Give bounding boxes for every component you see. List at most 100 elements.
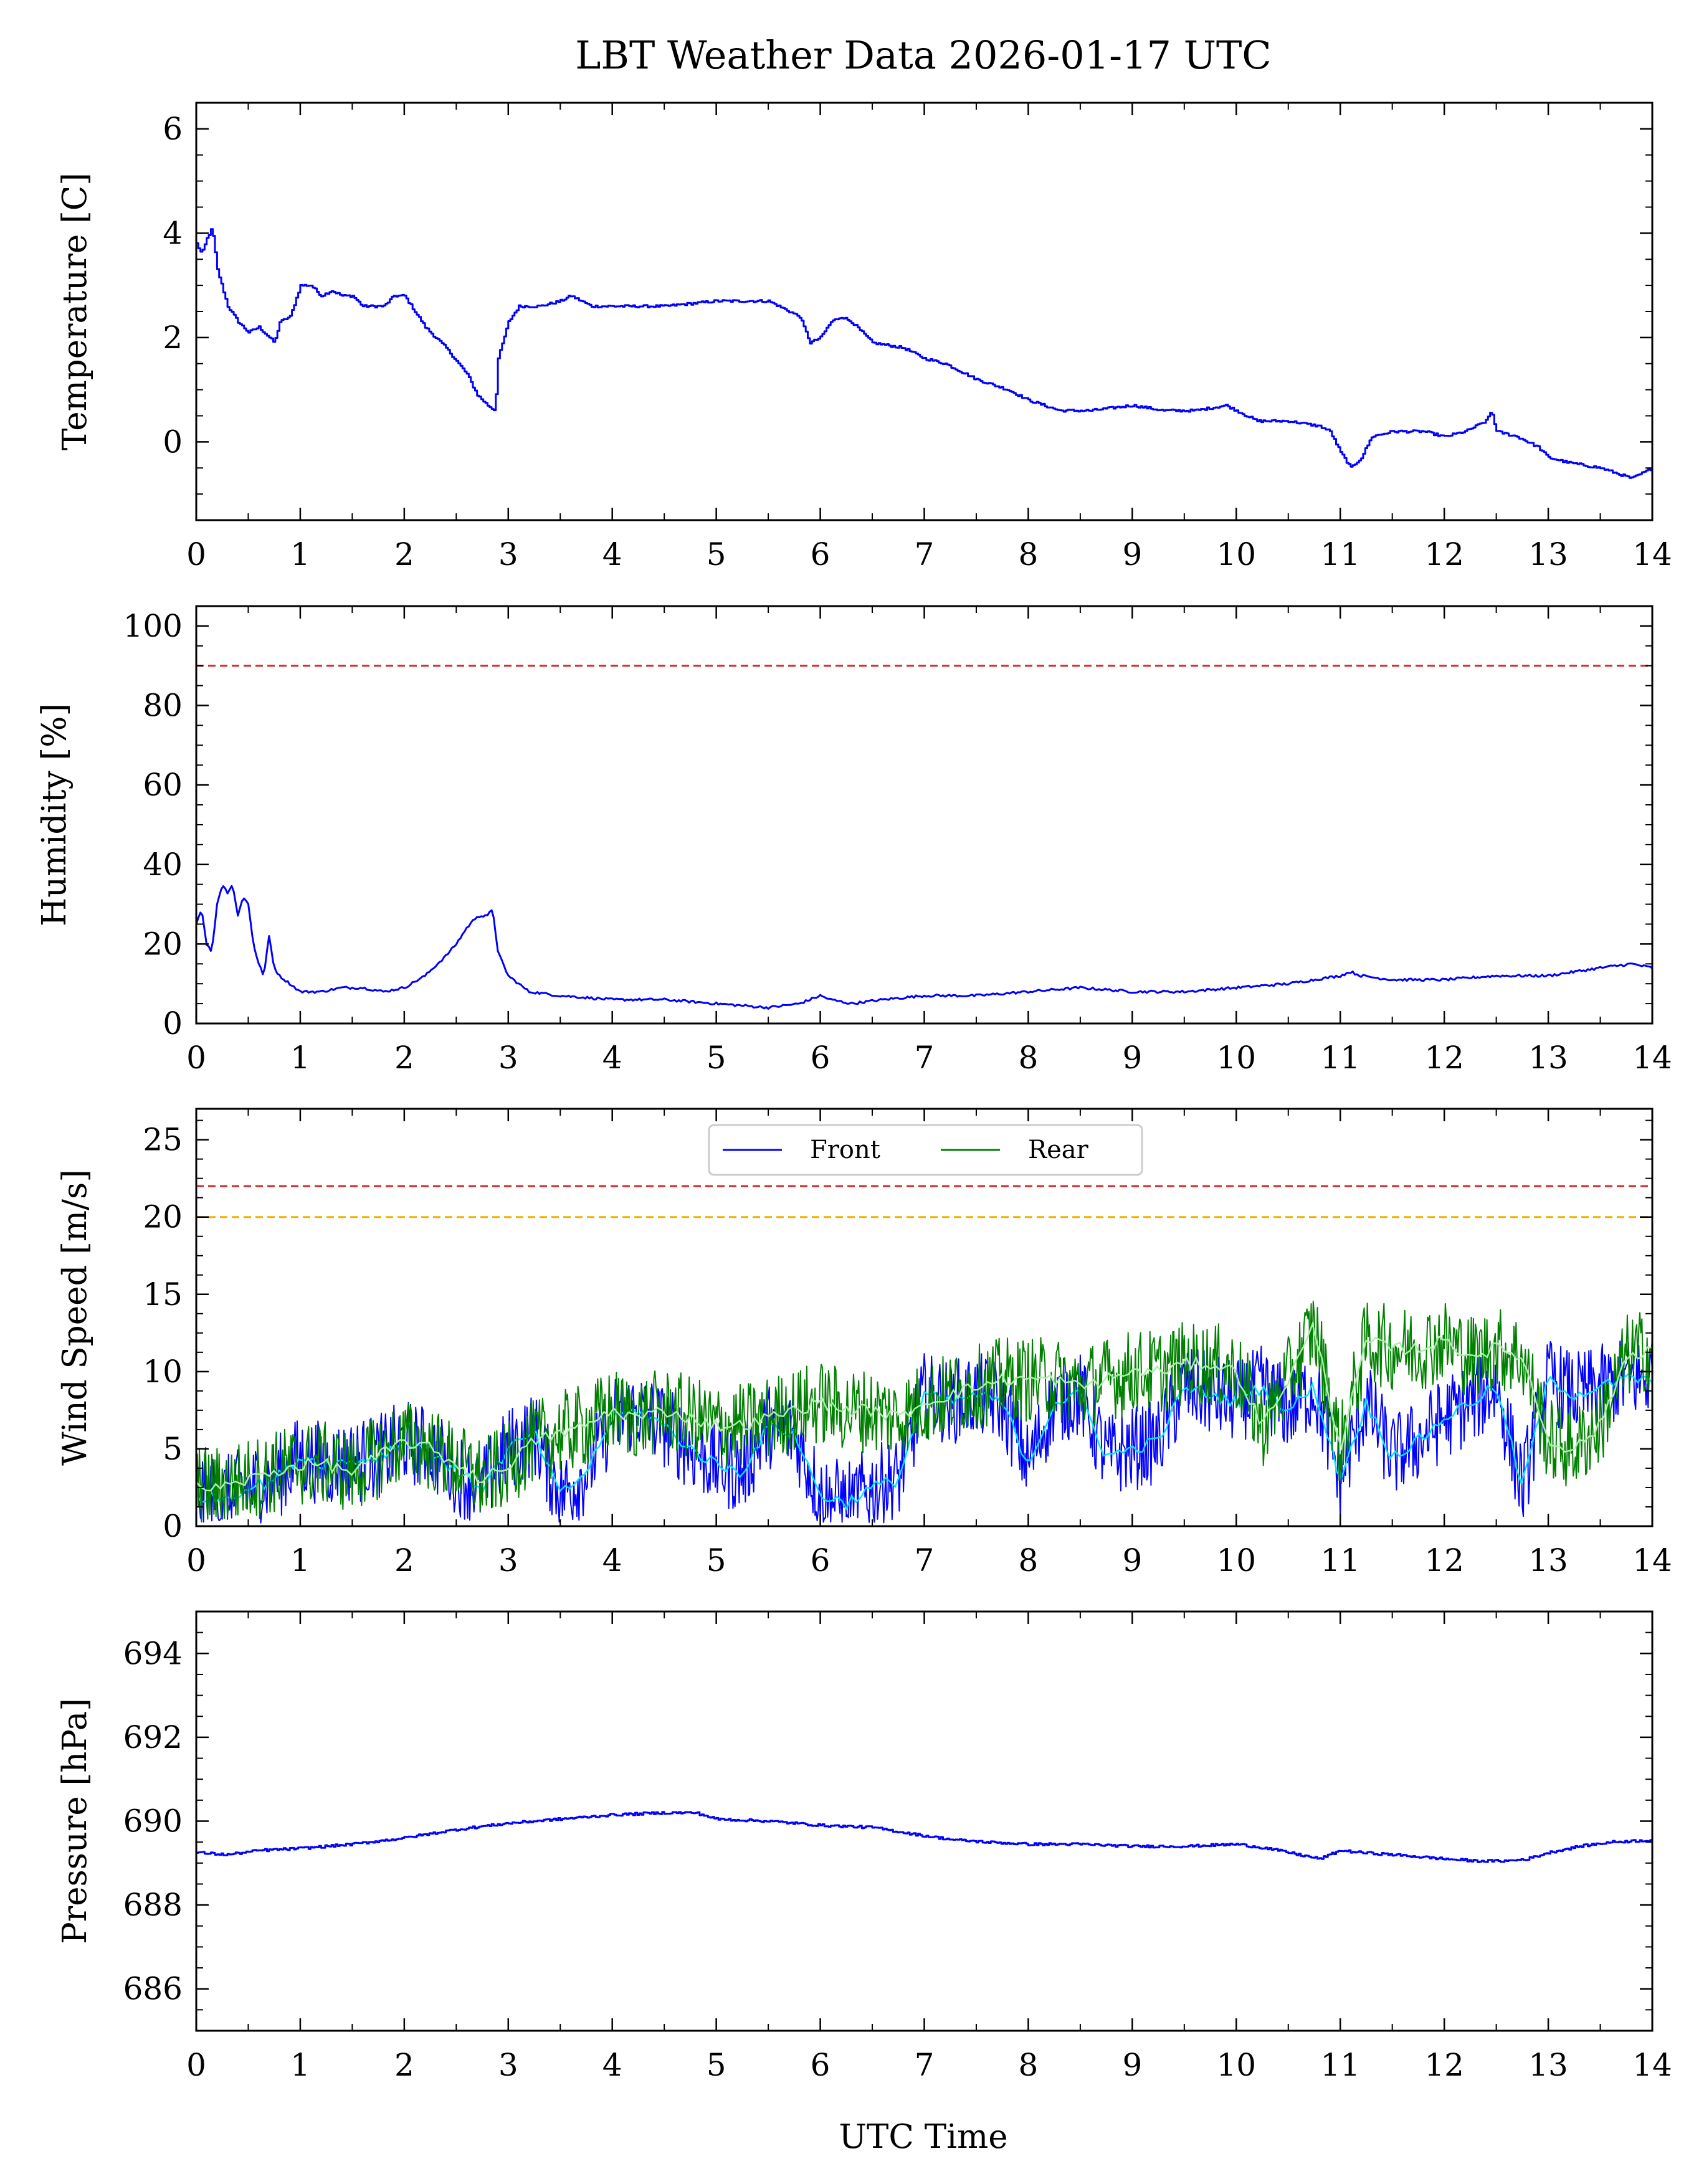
- wind-legend-label-front: Front: [810, 1136, 880, 1164]
- pressure-y-tick-label: 692: [123, 1719, 183, 1755]
- temperature-y-tick-label: 6: [163, 111, 183, 147]
- pressure-y-axis-label: Pressure [hPa]: [56, 1698, 94, 1944]
- wind-series-rear-line: [196, 1301, 1653, 1522]
- humidity-series-humidity-line: [195, 885, 1653, 1010]
- temperature-x-tick-label: 4: [602, 536, 622, 572]
- temperature-y-axis-label: Temperature [C]: [56, 173, 94, 450]
- pressure-x-axis: 0 1 2 3 4 5 6 7 8 9 10 11 12 13 14: [186, 1612, 1672, 2083]
- pressure-x-tick-label: 5: [707, 2047, 726, 2083]
- temperature-x-tick-label: 9: [1122, 536, 1142, 572]
- wind-x-tick-label: 11: [1320, 1542, 1360, 1579]
- humidity-x-tick-label: 10: [1216, 1040, 1256, 1076]
- wind-x-tick-label: 8: [1019, 1542, 1039, 1579]
- wind-x-tick-label: 10: [1216, 1542, 1256, 1579]
- chart-panels: Temperature [C]0 1 2 3 4 5 6 7 8 9 10 11 12 13 140246H…: [36, 102, 1672, 2083]
- humidity-x-tick-label: 11: [1320, 1040, 1360, 1076]
- pressure-traces: [196, 1811, 1654, 1863]
- humidity-y-axis: 0 20 40 60 80 100: [123, 605, 1652, 1042]
- temperature-x-tick-label: 2: [394, 536, 414, 572]
- wind-x-tick-label: 2: [394, 1542, 414, 1579]
- pressure-y-axis: 686 688 690 692 694: [123, 1611, 1652, 2031]
- temperature-x-tick-label: 3: [498, 536, 518, 572]
- temperature-y-tick-label: 2: [163, 320, 183, 356]
- temperature-y-axis: 0 2 4 6: [163, 102, 1652, 521]
- wind-x-tick-label: 4: [602, 1542, 622, 1579]
- humidity-x-axis: 0 1 2 3 4 5 6 7 8 9 10 11 12 13 14: [186, 606, 1672, 1076]
- wind-x-tick-label: 6: [811, 1542, 831, 1579]
- wind-x-axis: 0 1 2 3 4 5 6 7 8 9 10 11 12 13 14: [186, 1109, 1672, 1579]
- humidity-x-tick-label: 9: [1122, 1040, 1142, 1076]
- humidity-x-tick-label: 5: [707, 1040, 726, 1076]
- pressure-y-tick-label: 688: [123, 1887, 183, 1923]
- humidity-x-tick-label: 3: [498, 1040, 518, 1076]
- wind-panel: Wind Speed [m/s]0 1 2 3 4 5 6 7 8 9 10 11 12 13 140510…: [56, 1108, 1672, 1579]
- humidity-x-tick-label: 2: [394, 1040, 414, 1076]
- humidity-y-tick-label: 60: [143, 767, 183, 803]
- humidity-y-tick-label: 40: [143, 847, 183, 883]
- temperature-y-tick-label: 0: [163, 424, 183, 460]
- temperature-x-tick-label: 6: [811, 536, 831, 572]
- humidity-x-tick-label: 12: [1424, 1040, 1464, 1076]
- temperature-x-tick-label: 14: [1632, 536, 1672, 572]
- temperature-x-tick-label: 7: [915, 536, 935, 572]
- wind-x-tick-label: 12: [1424, 1542, 1464, 1579]
- pressure-panel: Pressure [hPa]0 1 2 3 4 5 6 7 8 9 10 11 12 13 14686688…: [56, 1610, 1672, 2083]
- temperature-traces: [196, 228, 1654, 479]
- wind-x-tick-label: 5: [707, 1542, 726, 1579]
- temperature-series-temperature-line: [196, 228, 1654, 479]
- humidity-x-tick-label: 1: [290, 1040, 310, 1076]
- humidity-x-tick-label: 7: [915, 1040, 935, 1076]
- wind-y-axis-label: Wind Speed [m/s]: [56, 1169, 94, 1466]
- pressure-x-tick-label: 12: [1424, 2047, 1464, 2083]
- wind-x-tick-label: 1: [290, 1542, 310, 1579]
- temperature-x-axis: 0 1 2 3 4 5 6 7 8 9 10 11 12 13 14: [186, 103, 1672, 572]
- pressure-x-tick-label: 0: [186, 2047, 206, 2083]
- humidity-y-tick-label: 0: [163, 1005, 183, 1042]
- temperature-x-tick-label: 11: [1320, 536, 1360, 572]
- humidity-traces: [195, 885, 1653, 1010]
- pressure-x-tick-label: 11: [1320, 2047, 1360, 2083]
- temperature-x-tick-label: 8: [1019, 536, 1039, 572]
- wind-y-tick-label: 10: [143, 1354, 183, 1390]
- wind-x-tick-label: 9: [1122, 1542, 1142, 1579]
- wind-y-tick-label: 15: [143, 1276, 183, 1313]
- temperature-x-tick-label: 5: [707, 536, 726, 572]
- x-axis-label: UTC Time: [839, 2118, 1007, 2156]
- wind-x-tick-label: 14: [1632, 1542, 1672, 1579]
- temperature-x-tick-label: 10: [1216, 536, 1256, 572]
- wind-series-rear-smooth-line: [196, 1321, 1653, 1492]
- humidity-x-tick-label: 8: [1019, 1040, 1039, 1076]
- pressure-x-tick-label: 8: [1019, 2047, 1039, 2083]
- pressure-x-tick-label: 10: [1216, 2047, 1256, 2083]
- wind-y-tick-label: 0: [163, 1508, 183, 1544]
- humidity-x-tick-label: 14: [1632, 1040, 1672, 1076]
- wind-x-tick-label: 7: [915, 1542, 935, 1579]
- wind-y-tick-label: 20: [143, 1199, 183, 1235]
- wind-traces: [195, 1301, 1653, 1524]
- pressure-x-tick-label: 14: [1632, 2047, 1672, 2083]
- humidity-x-tick-label: 13: [1528, 1040, 1568, 1076]
- humidity-x-tick-label: 0: [186, 1040, 206, 1076]
- pressure-x-tick-label: 13: [1528, 2047, 1568, 2083]
- pressure-y-tick-label: 686: [123, 1971, 183, 2007]
- pressure-x-tick-label: 3: [498, 2047, 518, 2083]
- humidity-y-tick-label: 100: [123, 608, 183, 644]
- pressure-x-tick-label: 2: [394, 2047, 414, 2083]
- humidity-y-tick-label: 20: [143, 926, 183, 962]
- temperature-x-tick-label: 1: [290, 536, 310, 572]
- wind-legend-label-rear: Rear: [1028, 1136, 1089, 1164]
- wind-legend: Front Rear: [708, 1124, 1143, 1176]
- temperature-x-tick-label: 0: [186, 536, 206, 572]
- temperature-y-tick-label: 4: [163, 215, 183, 251]
- wind-y-tick-label: 25: [143, 1122, 183, 1158]
- humidity-y-tick-label: 80: [143, 688, 183, 724]
- humidity-x-tick-label: 6: [811, 1040, 831, 1076]
- pressure-x-tick-label: 7: [915, 2047, 935, 2083]
- wind-x-tick-label: 3: [498, 1542, 518, 1579]
- wind-legend-box: [708, 1124, 1143, 1176]
- pressure-x-tick-label: 9: [1122, 2047, 1142, 2083]
- pressure-y-tick-label: 694: [123, 1635, 183, 1671]
